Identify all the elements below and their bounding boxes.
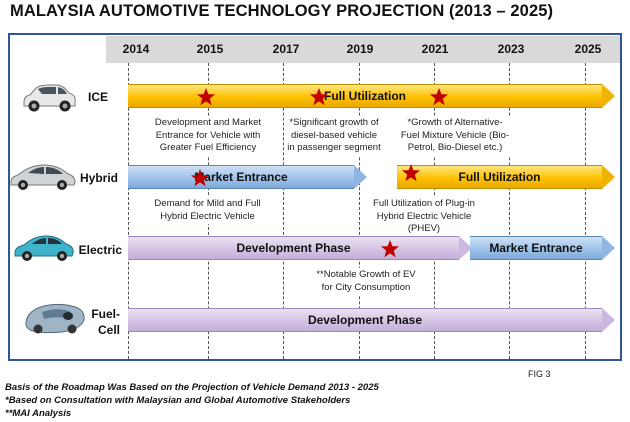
year-gridline xyxy=(128,63,129,359)
bar-label: Development Phase xyxy=(236,241,351,255)
row-label-hybrid: Hybrid xyxy=(79,171,118,185)
arrow-head xyxy=(602,236,615,260)
year-header xyxy=(106,36,620,63)
year-gridline xyxy=(585,63,586,359)
fuel-cell-car-icon xyxy=(25,303,85,334)
year-label: 2021 xyxy=(421,42,449,56)
year-label: 2015 xyxy=(196,42,224,56)
electric-car-icon xyxy=(14,235,74,261)
row-label-line: Fuel- xyxy=(91,307,120,321)
star-icon xyxy=(191,169,209,187)
bar-label: Full Utilization xyxy=(458,170,541,184)
hybrid-note-mild-full: Demand for Mild and Full Hybrid Electric… xyxy=(150,197,265,224)
row-label-fuel-cell: Fuel- Cell xyxy=(88,306,120,338)
page-title: MALAYSIA AUTOMOTIVE TECHNOLOGY PROJECTIO… xyxy=(10,2,554,20)
footnote: **MAI Analysis xyxy=(5,408,72,419)
bar-label: Full Utilization xyxy=(324,89,406,103)
figure-label: FIG 3 xyxy=(528,369,551,379)
year-gridline xyxy=(359,63,360,359)
arrow-head xyxy=(602,165,615,189)
star-icon xyxy=(310,88,328,106)
bar-label: Market Entrance xyxy=(489,241,583,255)
ice-note-fuel-efficiency: Development and Market Entrance for Vehi… xyxy=(148,116,268,156)
year-label: 2014 xyxy=(122,42,150,56)
sedan-car-icon xyxy=(23,84,76,112)
year-label: 2025 xyxy=(574,42,602,56)
hybrid-market-entrance-bar: Market Entrance xyxy=(128,165,367,189)
arrow-head xyxy=(459,236,472,260)
footnote: *Based on Consultation with Malaysian an… xyxy=(5,395,351,406)
electric-note-city-ev: **Notable Growth of EV for City Consumpt… xyxy=(310,268,422,295)
row-label-electric: Electric xyxy=(78,243,122,257)
year-label: 2023 xyxy=(497,42,525,56)
ice-note-diesel-growth: *Significant growth of diesel-based vehi… xyxy=(284,116,384,156)
arrow-head xyxy=(602,308,615,332)
star-icon xyxy=(381,240,399,258)
bar-label: Market Entrance xyxy=(194,170,288,184)
electric-development-phase-bar: Development Phase xyxy=(128,236,472,260)
row-label-ice: ICE xyxy=(87,90,108,104)
year-gridline xyxy=(509,63,510,359)
row-label-line: Cell xyxy=(97,323,120,337)
ice-note-alternative-fuel: *Growth of Alternative-Fuel Mixture Vehi… xyxy=(396,116,514,156)
arrow-head xyxy=(354,165,367,189)
year-gridline xyxy=(283,63,284,359)
star-icon xyxy=(430,88,448,106)
footnote: Basis of the Roadmap Was Based on the Pr… xyxy=(5,382,379,393)
fuel-cell-development-phase-bar: Development Phase xyxy=(128,308,615,332)
year-label: 2017 xyxy=(272,42,300,56)
arrow-head xyxy=(602,84,615,108)
hybrid-full-utilization-bar: Full Utilization xyxy=(397,165,615,189)
star-icon xyxy=(197,88,215,106)
electric-market-entrance-bar: Market Entrance xyxy=(470,236,615,260)
hybrid-note-phev: Full Utilization of Plug-in Hybrid Elect… xyxy=(365,197,483,237)
hybrid-car-icon xyxy=(10,164,76,190)
year-label: 2019 xyxy=(346,42,374,56)
star-icon xyxy=(402,164,420,182)
bar-label: Development Phase xyxy=(307,313,423,327)
